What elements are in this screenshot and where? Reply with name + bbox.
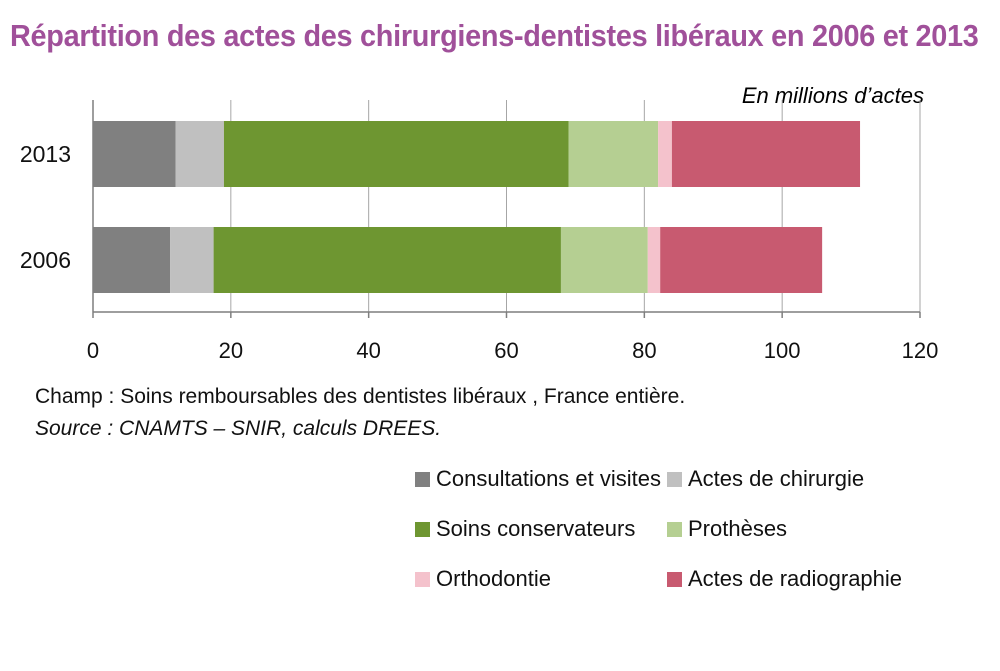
legend-item: Soins conservateurs — [415, 516, 635, 542]
legend-item: Consultations et visites — [415, 466, 661, 492]
legend-label: Soins conservateurs — [436, 516, 636, 541]
y-tick-label: 2013 — [20, 141, 71, 167]
bar-2013-series-1 — [175, 121, 224, 187]
legend-swatch — [415, 571, 430, 587]
chart-title: Répartition des actes des chirurgiens-de… — [10, 18, 979, 53]
legend-label: Orthodontie — [436, 566, 551, 591]
bar-2013-series-5 — [671, 121, 861, 187]
bar-2006-series-3 — [560, 227, 648, 293]
x-tick-label: 0 — [87, 338, 99, 363]
x-tick-label: 120 — [902, 338, 939, 363]
legend-swatch — [415, 521, 430, 537]
legend-item: Orthodontie — [415, 566, 551, 592]
bar-2006-series-0 — [93, 227, 171, 293]
legend-label: Consultations et visites — [436, 466, 661, 491]
legend-label: Actes de radiographie — [688, 566, 903, 591]
bar-2013-series-2 — [223, 121, 569, 187]
unit-label: En millions d’actes — [741, 83, 924, 108]
bar-2006-series-5 — [660, 227, 823, 293]
x-tick-label: 20 — [219, 338, 243, 363]
legend-label: Actes de chirurgie — [688, 466, 865, 491]
bar-2006-series-4 — [647, 227, 661, 293]
bar-chart: 0 20 40 60 80 100 120 2013 2006 — [20, 100, 939, 363]
x-tick-label: 100 — [764, 338, 801, 363]
source-note: Source : CNAMTS – SNIR, calculs DREES. — [35, 417, 442, 440]
x-tick-label: 40 — [356, 338, 380, 363]
bar-2006-series-1 — [170, 227, 214, 293]
legend-swatch — [415, 471, 430, 487]
champ-note: Champ : Soins remboursables des dentiste… — [35, 385, 686, 408]
y-tick-label: 2006 — [20, 247, 71, 273]
legend-label: Prothèses — [688, 516, 788, 541]
bar-2013-series-0 — [93, 121, 176, 187]
legend-item: Prothèses — [667, 516, 787, 542]
legend-swatch — [667, 571, 682, 587]
bars — [93, 121, 861, 293]
legend-swatch — [667, 521, 682, 537]
axes: 0 20 40 60 80 100 120 2013 2006 — [20, 100, 939, 363]
legend-swatch — [667, 471, 682, 487]
bar-2006-series-2 — [213, 227, 561, 293]
x-tick-label: 60 — [494, 338, 518, 363]
legend-item: Actes de radiographie — [667, 566, 902, 592]
bar-2013-series-4 — [658, 121, 672, 187]
x-tick-label: 80 — [632, 338, 656, 363]
legend-item: Actes de chirurgie — [667, 466, 864, 492]
bar-2013-series-3 — [568, 121, 659, 187]
